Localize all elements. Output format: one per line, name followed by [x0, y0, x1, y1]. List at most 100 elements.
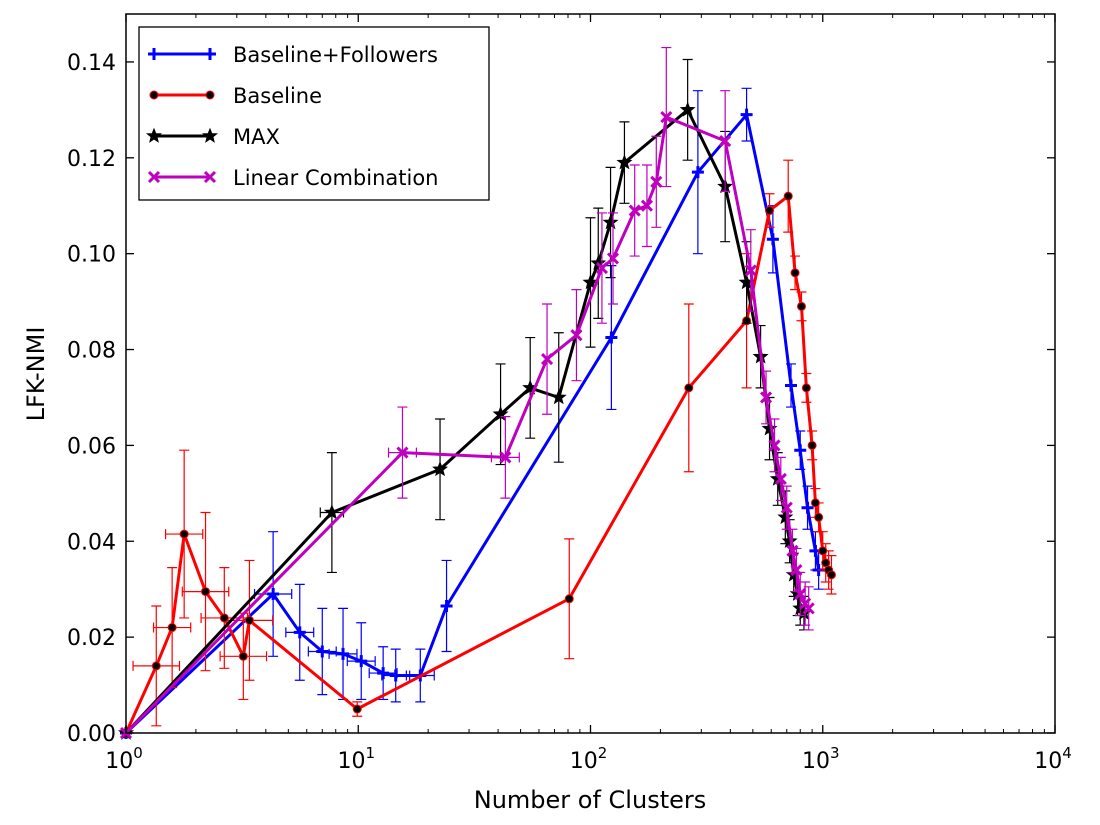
data-point [219, 613, 229, 623]
data-point [744, 264, 757, 277]
data-point [679, 101, 696, 117]
y-tick-label: 0.10 [67, 243, 116, 268]
data-point [606, 252, 620, 265]
data-point [570, 329, 583, 342]
data-point [323, 504, 340, 520]
data-point [337, 647, 350, 660]
data-point [540, 353, 554, 366]
data-point [238, 651, 248, 661]
data-point [605, 331, 618, 344]
x-tick-base: 10 [802, 749, 830, 774]
data-point [794, 587, 807, 601]
legend-marker [145, 127, 163, 143]
data-point [785, 379, 798, 392]
x-tick-exponent: 3 [830, 744, 840, 762]
data-point [777, 508, 794, 525]
data-point [796, 301, 806, 311]
x-tick-exponent: 4 [1062, 744, 1072, 762]
legend-marker [204, 48, 216, 60]
legend-label: Linear Combination [233, 166, 438, 190]
x-tick-label: 100 [105, 744, 143, 774]
data-point [355, 655, 368, 668]
data-point [766, 233, 779, 246]
legend-entry: Baseline [149, 84, 322, 108]
legend-entry: Baseline+Followers [148, 43, 438, 67]
data-point [794, 444, 807, 457]
data-point [151, 661, 161, 671]
data-point [759, 391, 773, 404]
y-tick-label: 0.00 [67, 722, 116, 747]
data-point [807, 440, 817, 450]
data-point [765, 206, 775, 216]
series-layer [117, 46, 837, 740]
data-point [814, 512, 824, 522]
legend-marker [149, 90, 159, 100]
data-point [602, 214, 619, 230]
x-tick-label: 103 [802, 744, 840, 774]
data-point [740, 108, 753, 121]
data-point [801, 501, 814, 514]
data-point [628, 204, 641, 217]
x-tick-label: 101 [337, 744, 375, 774]
data-point [818, 546, 828, 556]
data-point [167, 623, 177, 633]
data-point [616, 154, 633, 170]
x-tick-exponent: 1 [365, 744, 375, 762]
legend-marker [148, 48, 160, 60]
data-point [293, 626, 306, 639]
series-line [124, 108, 806, 735]
data-point [432, 461, 449, 477]
x-tick-exponent: 0 [133, 744, 143, 762]
legend-marker [201, 127, 219, 143]
data-point [564, 594, 574, 604]
x-tick-base: 10 [1034, 749, 1062, 774]
y-tick-label: 0.14 [67, 51, 116, 76]
y-tick-label: 0.02 [67, 626, 116, 651]
data-point [826, 570, 836, 580]
x-tick-exponent: 2 [598, 744, 608, 762]
data-point [244, 615, 254, 625]
data-point [316, 645, 329, 658]
y-axis-title: LFK-NMI [22, 327, 50, 422]
data-point [550, 389, 567, 405]
legend-entry: MAX [145, 125, 280, 149]
data-point [684, 383, 694, 393]
x-tick-label: 102 [570, 744, 608, 774]
data-point [768, 439, 781, 452]
legend: Baseline+Followers Baseline MAX Linear Comb… [138, 26, 490, 201]
legend-marker [147, 170, 161, 184]
x-axis-title: Number of Clusters [474, 786, 707, 814]
legend-label: MAX [233, 125, 280, 149]
data-point [179, 529, 189, 539]
data-point [201, 587, 211, 597]
data-point [377, 667, 390, 680]
legend-entry: Linear Combination [147, 166, 438, 190]
data-point [783, 191, 793, 201]
data-point [640, 199, 654, 212]
data-point [790, 268, 800, 278]
legend-marker [205, 90, 215, 100]
data-point [440, 599, 453, 612]
legend-box [138, 26, 490, 201]
data-point [802, 602, 815, 615]
data-point [352, 704, 362, 714]
data-point [691, 166, 704, 179]
data-point [801, 383, 811, 393]
data-point [396, 446, 409, 459]
data-point [786, 544, 799, 557]
data-point [660, 110, 673, 124]
data-point [774, 472, 787, 486]
x-tick-base: 10 [337, 749, 365, 774]
series-linear-combination [119, 46, 815, 740]
y-tick-label: 0.06 [67, 434, 116, 459]
y-tick-label: 0.12 [67, 147, 116, 172]
series-line [124, 115, 810, 735]
data-point [389, 669, 402, 682]
x-tick-base: 10 [570, 749, 598, 774]
x-tick-base: 10 [105, 749, 133, 774]
data-point [650, 175, 663, 188]
series-baseline [121, 159, 837, 738]
y-tick-label: 0.08 [67, 339, 116, 364]
